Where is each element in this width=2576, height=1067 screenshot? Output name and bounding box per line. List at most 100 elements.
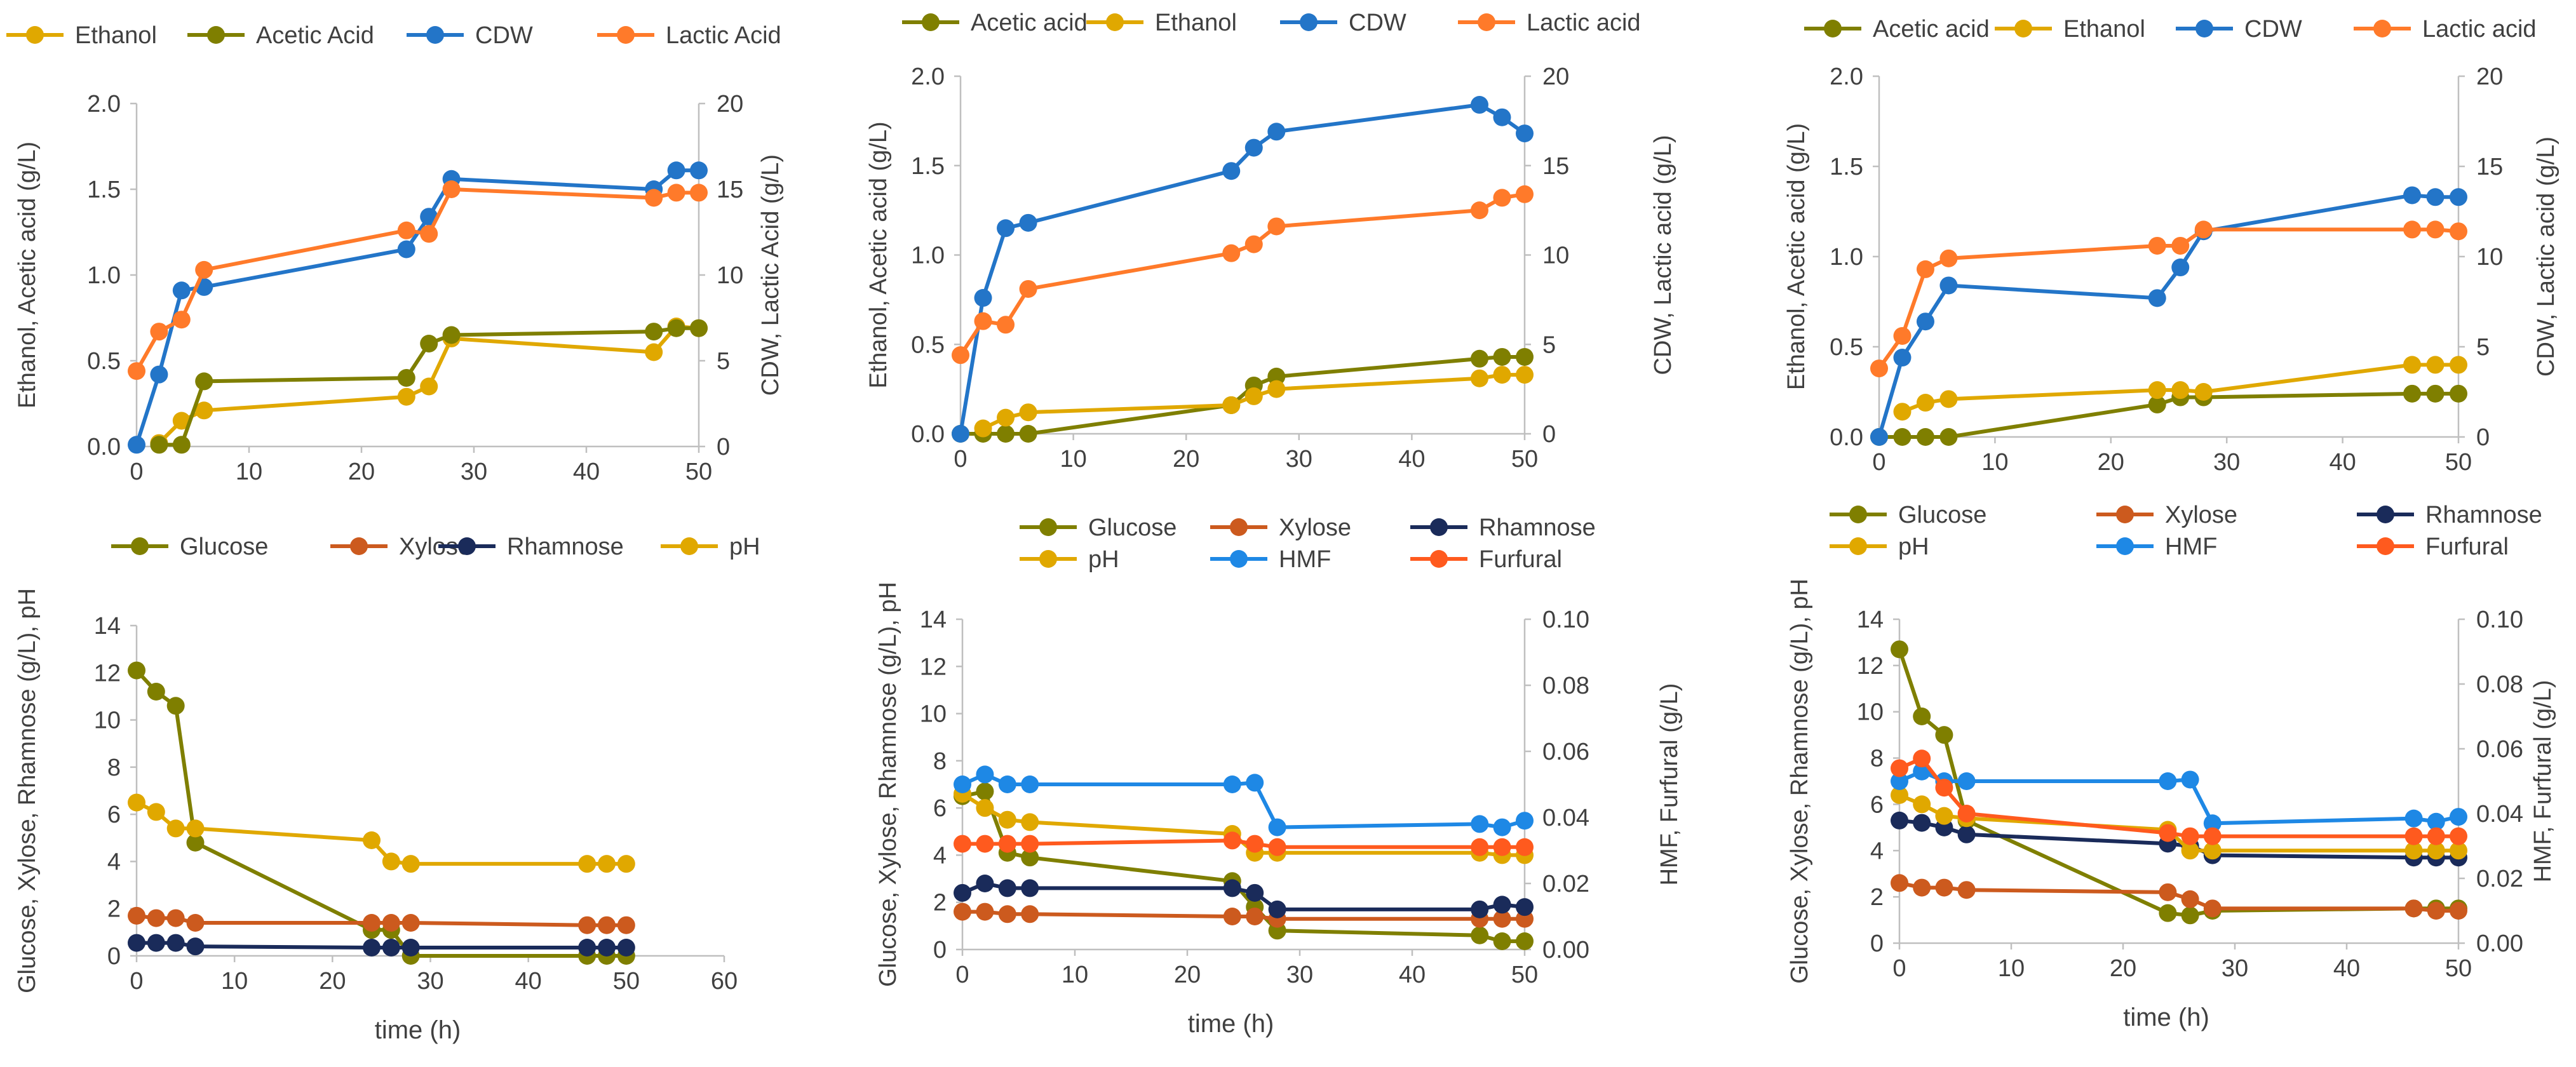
y-tick-label: 1.0 [87, 262, 121, 289]
data-point [128, 436, 145, 454]
data-point [442, 180, 461, 198]
data-point [2404, 842, 2423, 860]
data-point [954, 903, 971, 921]
y2-axis-title: HMF, Furfural (g/L) [1656, 683, 1683, 886]
legend-label: Glucose [180, 534, 268, 560]
x-tick-label: 20 [2098, 449, 2124, 476]
data-point [598, 855, 616, 873]
data-point [1222, 244, 1241, 262]
y-tick-label: 8 [1870, 746, 1884, 772]
data-point [667, 161, 685, 180]
data-point [2426, 188, 2445, 206]
legend-label: Rhamnose [1479, 514, 1596, 541]
data-point [382, 939, 400, 956]
data-point [2148, 395, 2166, 413]
y-tick-label: 1.5 [911, 153, 945, 180]
x-tick-label: 40 [2333, 955, 2360, 982]
y2-tick-label: 5 [717, 348, 730, 375]
y2-tick-label: 0.08 [1542, 673, 1589, 699]
data-point [420, 377, 438, 396]
x-tick-label: 30 [461, 459, 487, 485]
data-point [1516, 124, 1534, 143]
data-point [954, 835, 971, 853]
y-tick-label: 1.0 [911, 243, 945, 269]
data-point [2159, 883, 2177, 901]
data-point [1493, 818, 1511, 836]
legend-swatch-marker [2373, 20, 2391, 37]
data-point [147, 683, 165, 701]
y-axis-title: Glucose, Xylose, Rhamnose (g/L), pH [14, 588, 41, 993]
y2-axis-title: CDW, Lactic acid (g/L) [2533, 137, 2559, 377]
data-point [2450, 356, 2467, 374]
legend-swatch-marker [1430, 518, 1448, 536]
y-axis-title: Glucose, Xylose, Rhamnose (g/L), pH [1786, 579, 1813, 984]
legend-swatch-marker [350, 537, 368, 555]
legend-label: Lactic Acid [666, 22, 781, 49]
y-tick-label: 2.0 [911, 64, 945, 90]
data-point [1267, 217, 1286, 236]
data-point [1913, 708, 1931, 725]
data-point [1019, 425, 1037, 443]
data-point [2427, 812, 2445, 831]
data-point [2203, 842, 2222, 860]
series-line [135, 669, 626, 958]
data-point [1021, 849, 1039, 867]
data-point [2159, 772, 2177, 790]
data-point [976, 903, 994, 921]
y2-tick-label: 10 [2476, 244, 2503, 271]
series-ph [128, 793, 635, 873]
data-point [645, 343, 663, 361]
data-point [976, 799, 994, 817]
x-tick-label: 10 [1060, 446, 1086, 473]
data-point [1268, 838, 1286, 856]
y2-tick-label: 20 [717, 91, 743, 117]
data-point [2426, 220, 2445, 239]
data-point [1516, 185, 1534, 203]
y2-tick-label: 0.00 [2476, 930, 2523, 957]
series-acetic-acid [150, 319, 708, 454]
legend-label: Lactic acid [1527, 10, 1641, 36]
x-tick-label: 30 [1286, 962, 1313, 988]
data-point [598, 939, 616, 956]
data-point [998, 879, 1016, 897]
chart-panel-3: 0 10 20 30 40 50 0.0 0.5 1.0 1.5 2.0 0 5 10 15 20 Ethano… [1783, 16, 2559, 476]
y2-tick-label: 15 [2476, 154, 2503, 180]
data-point [382, 914, 400, 932]
y-tick-label: 1.0 [1830, 244, 1863, 271]
series-line [961, 881, 1525, 911]
data-point [1957, 825, 1976, 843]
y-tick-label: 14 [1857, 607, 1884, 633]
x-tick-label: 20 [2110, 955, 2136, 982]
x-tick-label: 30 [2213, 449, 2240, 476]
y2-tick-label: 0.02 [2476, 866, 2523, 892]
series-xylose [128, 906, 635, 934]
x-tick-label: 10 [1981, 449, 2008, 476]
legend-swatch-marker [1230, 518, 1248, 536]
data-point [1267, 367, 1286, 386]
series-line [1898, 793, 2458, 853]
y-tick-label: 0.0 [1830, 424, 1863, 451]
data-point [420, 335, 438, 352]
y-axis-title: Ethanol, Acetic acid (g/L) [865, 121, 892, 388]
data-point [186, 937, 205, 956]
y-tick-label: 10 [1857, 699, 1884, 726]
data-point [578, 916, 597, 934]
y2-tick-label: 20 [2476, 64, 2503, 90]
data-point [401, 939, 420, 956]
series-cdw [1870, 186, 2467, 446]
data-point [1493, 909, 1511, 928]
data-point [2450, 827, 2467, 845]
data-point [2194, 383, 2213, 401]
data-point [997, 219, 1015, 238]
legend: Acetic acid Ethanol CDW Lactic acid [1804, 16, 2537, 43]
x-tick-label: 50 [685, 459, 712, 485]
y2-axis-title: HMF, Furfural (g/L) [2530, 680, 2556, 883]
data-point [1939, 428, 1958, 446]
data-point [1870, 428, 1888, 446]
data-point [1223, 879, 1241, 897]
data-point [397, 240, 415, 258]
legend-swatch-marker [1300, 13, 1318, 31]
x-tick-label: 0 [1892, 955, 1906, 982]
data-point [2203, 814, 2222, 833]
data-point [1246, 883, 1264, 902]
